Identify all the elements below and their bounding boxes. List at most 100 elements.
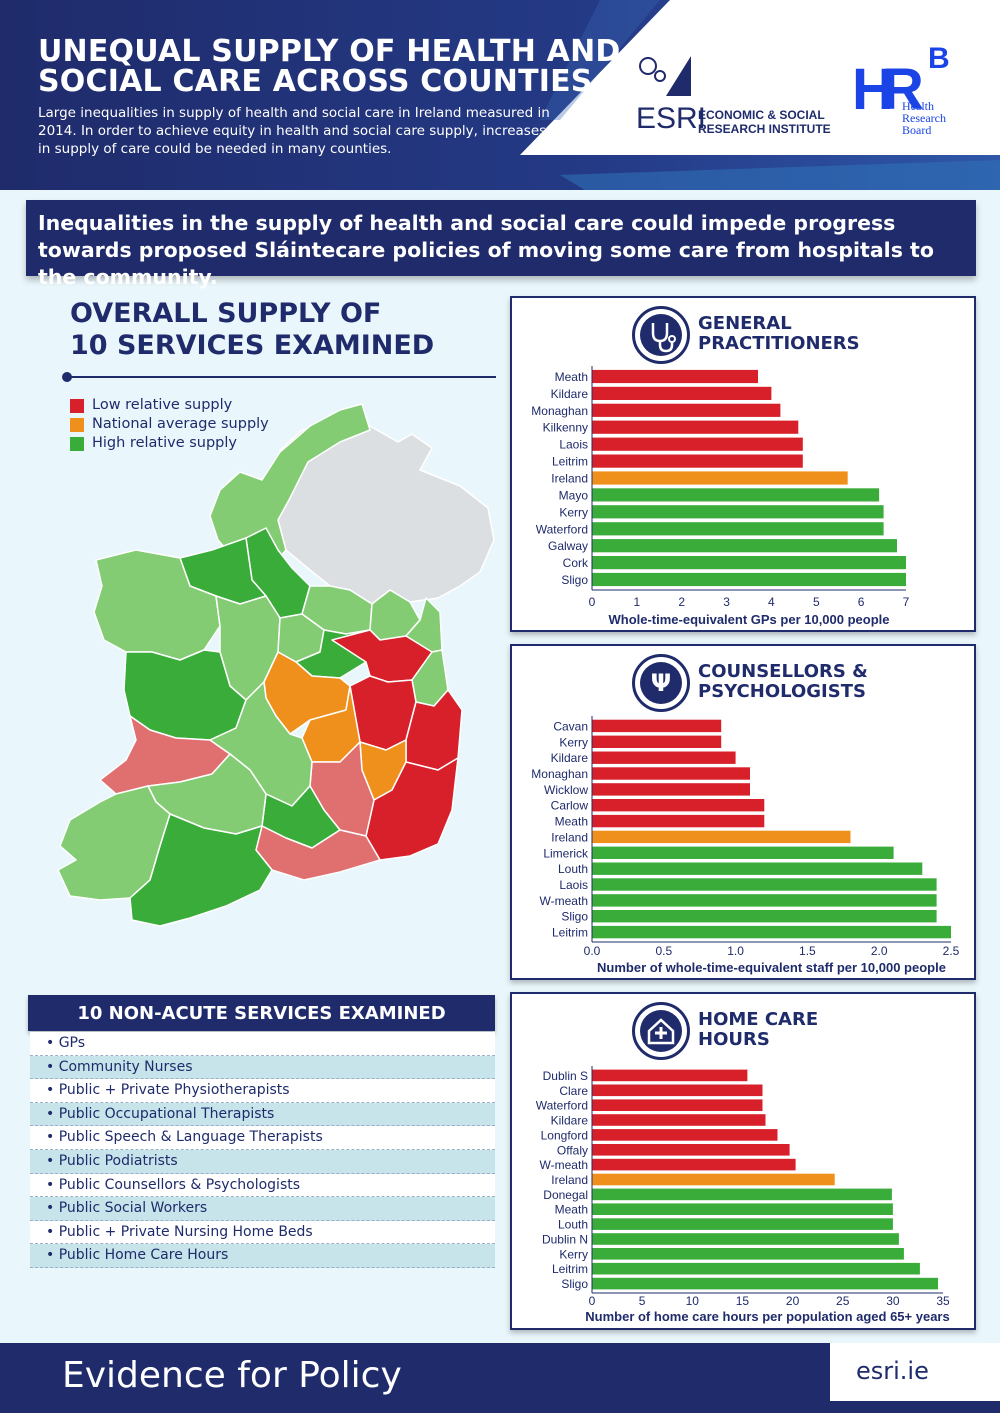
gp-chart: Meath Kildare Monaghan Kilkenny Laois Leitrim… — [531, 366, 910, 627]
key-message-banner: Inequalities in the supply of health and… — [26, 200, 976, 289]
legend-label-average: National average supply — [92, 416, 269, 432]
category-label: Monaghan — [531, 404, 588, 418]
home-care-icon — [632, 1002, 690, 1060]
bar-laois — [592, 878, 937, 891]
category-label: W-meath — [540, 1158, 588, 1172]
category-label: Mayo — [559, 488, 589, 502]
category-label: Dublin N — [542, 1233, 588, 1247]
tick-label: 7 — [903, 595, 910, 609]
list-item: • GPs — [30, 1032, 495, 1056]
category-label: Sligo — [561, 573, 588, 587]
page-title-line2: SOCIAL CARE ACROSS COUNTIES — [38, 64, 593, 99]
list-item: • Public Podiatrists — [30, 1149, 495, 1174]
legend-label-low: Low relative supply — [92, 397, 233, 413]
category-label: Sligo — [561, 1277, 588, 1291]
tick-label: 0.5 — [655, 944, 672, 958]
bar-donegal — [592, 1188, 892, 1201]
gp-chart-title-line1: GENERAL — [698, 313, 792, 334]
tick-label: 20 — [786, 1294, 800, 1308]
bar-sligo — [592, 910, 937, 923]
overall-title-line2: 10 SERVICES EXAMINED — [70, 330, 435, 361]
overall-title-line1: OVERALL SUPPLY OF — [70, 298, 382, 329]
category-label: Kerry — [559, 505, 588, 519]
bar-monaghan — [592, 403, 781, 417]
category-label: Cavan — [553, 719, 588, 733]
esri-name-line2: RESEARCH INSTITUTE — [698, 122, 831, 136]
hrb-word-health: Health — [902, 99, 934, 113]
tick-label: 25 — [836, 1294, 850, 1308]
footer-url[interactable]: esri.ie — [856, 1357, 929, 1385]
category-label: Sligo — [561, 910, 588, 924]
bar-wicklow — [592, 783, 750, 796]
counsellors-chart-title-line2: PSYCHOLOGISTS — [698, 681, 866, 702]
bar-laois — [592, 437, 803, 451]
list-item: • Public Occupational Therapists — [30, 1102, 495, 1127]
tick-label: 1.5 — [799, 944, 816, 958]
hrb-logo-b: B — [928, 42, 950, 75]
psi-icon: Ψ — [632, 654, 690, 712]
category-label: W-meath — [540, 894, 588, 908]
bar-galway — [592, 539, 897, 553]
bar-leitrim — [592, 1262, 920, 1275]
counsellors-chart: Cavan Kerry Kildare Monaghan Wicklow Carlow Me… — [531, 716, 960, 975]
category-label: Laois — [559, 878, 588, 892]
gp-chart-title-line2: PRACTITIONERS — [698, 333, 860, 354]
esri-name-line1: ECONOMIC & SOCIAL — [698, 108, 825, 122]
home-care-chart-panel: HOME CARE HOURS Dublin S Clare Waterford Ki… — [510, 992, 976, 1330]
footer-tagline: Evidence for Policy — [62, 1355, 402, 1396]
x-axis-label: Number of whole-time-equivalent staff pe… — [597, 960, 946, 975]
gp-chart-panel: GENERAL PRACTITIONERS Meath Kildare Monagh… — [510, 296, 976, 632]
ireland-county-map — [57, 403, 495, 927]
bar-longford — [592, 1129, 778, 1141]
tick-label: 2.5 — [943, 944, 960, 958]
bar-louth — [592, 862, 923, 875]
home-care-chart: Dublin SClareWaterfordKildareLongfordOff… — [536, 1066, 950, 1324]
page-subtitle: Large inequalities in supply of health a… — [38, 105, 550, 157]
bar-limerick — [592, 846, 894, 859]
tick-label: 5 — [639, 1294, 646, 1308]
bar-kildare — [592, 751, 736, 764]
bar-dublin-s — [592, 1069, 748, 1082]
title-rule — [66, 376, 496, 378]
header-background — [0, 0, 1000, 190]
category-label: Carlow — [551, 799, 589, 813]
x-axis-label: Whole-time-equivalent GPs per 10,000 peo… — [608, 612, 889, 627]
list-item: • Public + Private Nursing Home Beds — [30, 1220, 495, 1245]
category-label: Galway — [548, 539, 588, 553]
hrb-word-board: Board — [902, 123, 932, 137]
map-region-northern-ireland — [277, 419, 495, 605]
category-label: Leitrim — [552, 926, 588, 940]
bar-w-meath — [592, 894, 937, 907]
tick-label: 5 — [813, 595, 820, 609]
bar-leitrim — [592, 925, 951, 939]
bar-ireland — [592, 830, 851, 844]
bar-kildare — [592, 1114, 766, 1126]
category-label: Leitrim — [552, 455, 588, 469]
tick-label: 1 — [634, 595, 641, 609]
category-label: Wicklow — [544, 783, 588, 797]
x-axis-label: Number of home care hours per population… — [585, 1309, 949, 1324]
category-label: Waterford — [536, 1099, 588, 1113]
category-label: Waterford — [536, 522, 588, 536]
category-label: Kildare — [551, 751, 589, 765]
category-label: Laois — [559, 438, 588, 452]
bar-clare — [592, 1084, 763, 1097]
category-label: Longford — [541, 1128, 588, 1142]
bar-waterford — [592, 1099, 763, 1111]
list-item: • Public Counsellors & Psychologists — [30, 1173, 495, 1198]
bar-meath — [592, 814, 765, 828]
list-item: • Community Nurses — [30, 1055, 495, 1080]
legend-swatch-average — [70, 418, 84, 432]
bar-kerry — [592, 735, 722, 748]
tick-label: 0 — [589, 1294, 596, 1308]
map-region-cork — [129, 813, 273, 927]
bar-cork — [592, 556, 906, 570]
bar-meath — [592, 369, 758, 384]
category-label: Kilkenny — [543, 421, 588, 435]
bar-cavan — [592, 719, 722, 733]
bar-ireland — [592, 471, 848, 485]
tick-label: 10 — [686, 1294, 700, 1308]
tick-label: 3 — [723, 595, 730, 609]
tick-label: 0.0 — [584, 944, 601, 958]
bar-mayo — [592, 488, 880, 502]
